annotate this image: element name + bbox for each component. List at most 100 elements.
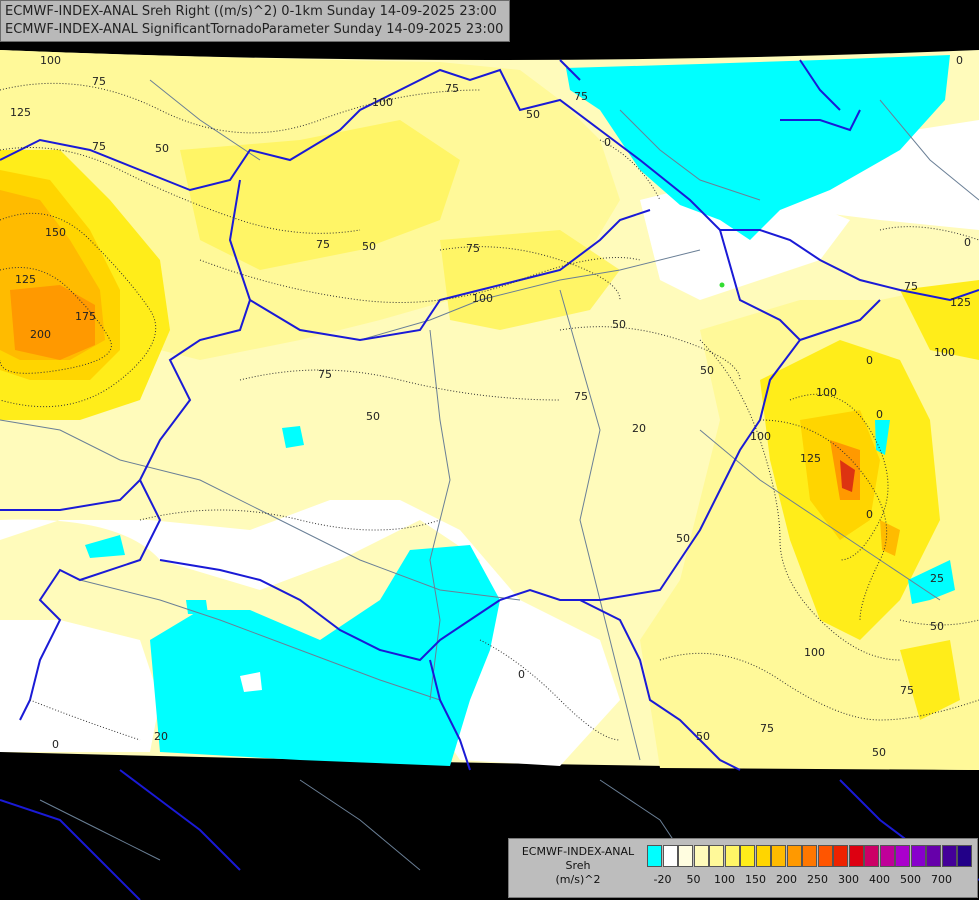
legend-tick-label: 100 xyxy=(714,873,735,886)
contour-label: 50 xyxy=(700,364,714,377)
contour-labels: 100 75 125 50 75 150 125 175 200 100 75 … xyxy=(10,54,971,759)
contour-label: 75 xyxy=(466,242,480,255)
legend-title: ECMWF-INDEX-ANAL Sreh (m/s)^2 xyxy=(513,845,643,887)
shear-region xyxy=(440,230,620,330)
contour-label: 125 xyxy=(15,273,36,286)
map-title-box: ECMWF-INDEX-ANAL Sreh Right ((m/s)^2) 0-… xyxy=(0,0,511,42)
contour-label: 20 xyxy=(632,422,646,435)
contour-label: 0 xyxy=(604,136,611,149)
contour-label: 125 xyxy=(950,296,971,309)
legend-title-line1: ECMWF-INDEX-ANAL xyxy=(521,845,635,858)
low-region xyxy=(875,420,890,455)
contour-label: 0 xyxy=(876,408,883,421)
legend-tick-label: 50 xyxy=(686,873,701,886)
low-region xyxy=(908,560,955,604)
legend-tick-label: 200 xyxy=(776,873,797,886)
contour-label: 100 xyxy=(372,96,393,109)
contour-label: 200 xyxy=(30,328,51,341)
contour-label: 100 xyxy=(804,646,825,659)
contour-label: 100 xyxy=(816,386,837,399)
contour-label: 50 xyxy=(526,108,540,121)
contour-label: 100 xyxy=(472,292,493,305)
legend-swatch xyxy=(709,845,724,867)
contour-label: 0 xyxy=(866,354,873,367)
contours xyxy=(0,82,979,741)
legend-swatch xyxy=(647,845,662,867)
legend-tick-label: 150 xyxy=(745,873,766,886)
contour-label: 0 xyxy=(956,54,963,67)
contour-label: 75 xyxy=(92,140,106,153)
legend-swatch xyxy=(926,845,941,867)
legend-swatch xyxy=(740,845,755,867)
near-zero-region xyxy=(0,620,160,752)
legend-title-line2: Sreh xyxy=(565,859,591,872)
contour-label: 0 xyxy=(52,738,59,751)
contour-label: 125 xyxy=(800,452,821,465)
contour-label: 75 xyxy=(900,684,914,697)
contour-label: 75 xyxy=(316,238,330,251)
contour-label: 20 xyxy=(154,730,168,743)
shear-region xyxy=(900,280,979,360)
contour-label: 125 xyxy=(10,106,31,119)
legend-tick-label: 250 xyxy=(807,873,828,886)
contour-label: 100 xyxy=(40,54,61,67)
contour-label: 50 xyxy=(362,240,376,253)
legend-swatch xyxy=(724,845,740,867)
contour-label: 75 xyxy=(445,82,459,95)
contour-label: 0 xyxy=(866,508,873,521)
contour-label: 50 xyxy=(676,532,690,545)
contour-label: 50 xyxy=(155,142,169,155)
legend-swatch xyxy=(864,845,879,867)
shear-region xyxy=(840,460,855,492)
contour-label: 75 xyxy=(574,90,588,103)
shear-region xyxy=(880,520,900,556)
low-region xyxy=(566,55,950,240)
contour-label: 0 xyxy=(964,236,971,249)
map-title-line1: ECMWF-INDEX-ANAL Sreh Right ((m/s)^2) 0-… xyxy=(5,4,497,19)
legend-swatch xyxy=(755,845,771,867)
color-legend: ECMWF-INDEX-ANAL Sreh (m/s)^2 -20 50 100 15… xyxy=(508,838,978,898)
station-marker xyxy=(719,282,725,288)
shear-region xyxy=(900,640,960,720)
legend-swatch xyxy=(771,845,786,867)
contour-label: 50 xyxy=(930,620,944,633)
legend-tick-label: 500 xyxy=(900,873,921,886)
legend-tick-label: -20 xyxy=(653,873,672,886)
legend-swatch xyxy=(833,845,848,867)
contour-label: 100 xyxy=(934,346,955,359)
legend-tick-label: 400 xyxy=(869,873,890,886)
contour-label: 75 xyxy=(92,75,106,88)
contour-label: 75 xyxy=(574,390,588,403)
contour-label: 75 xyxy=(904,280,918,293)
contour-label: 50 xyxy=(366,410,380,423)
country-borders xyxy=(0,59,979,900)
shear-region xyxy=(180,120,460,270)
legend-swatch xyxy=(957,845,972,867)
legend-title-line3: (m/s)^2 xyxy=(555,873,601,886)
low-region xyxy=(85,535,125,558)
contour-label: 25 xyxy=(930,572,944,585)
contour-label: 175 xyxy=(75,310,96,323)
legend-tick-label: 700 xyxy=(931,873,952,886)
legend-swatch xyxy=(786,845,802,867)
low-region xyxy=(150,545,500,766)
contour-label: 50 xyxy=(696,730,710,743)
legend-swatch xyxy=(817,845,833,867)
contour-label: 75 xyxy=(318,368,332,381)
contour-label: 0 xyxy=(518,668,525,681)
legend-tick-label: 300 xyxy=(838,873,859,886)
legend-swatch xyxy=(941,845,957,867)
near-zero-region xyxy=(640,180,850,300)
shear-region xyxy=(10,285,95,360)
legend-swatch xyxy=(662,845,678,867)
legend-swatch xyxy=(848,845,864,867)
contour-label: 50 xyxy=(872,746,886,759)
contour-label: 50 xyxy=(612,318,626,331)
legend-swatch xyxy=(678,845,693,867)
legend-swatch xyxy=(895,845,910,867)
legend-swatch xyxy=(879,845,895,867)
low-region xyxy=(282,426,304,448)
legend-swatch xyxy=(910,845,926,867)
legend-swatch xyxy=(802,845,817,867)
